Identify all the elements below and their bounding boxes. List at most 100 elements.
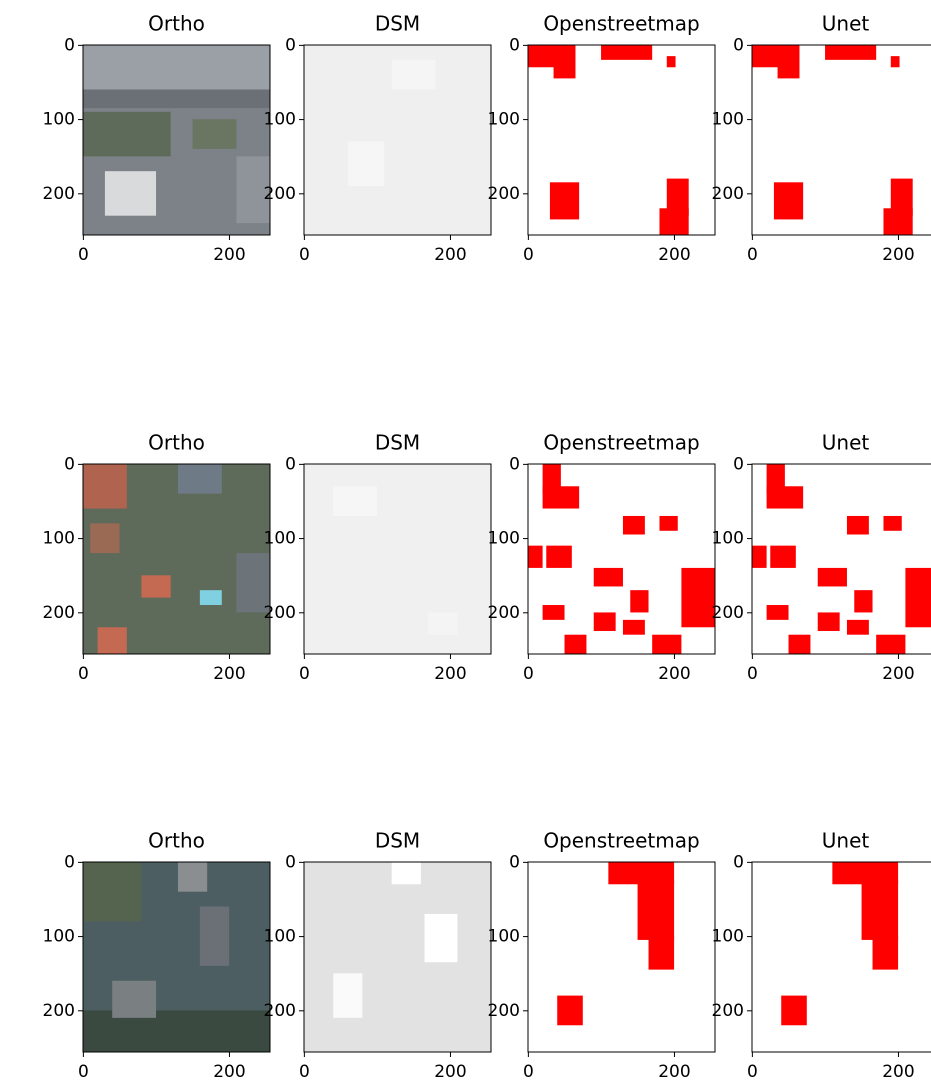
image — [528, 45, 715, 235]
x-tick-label: 200 — [658, 1062, 690, 1082]
x-tick-label: 0 — [299, 1062, 310, 1082]
image — [752, 464, 931, 654]
image-region — [304, 862, 491, 1052]
subplot-title: DSM — [375, 431, 420, 455]
x-tick-label: 0 — [523, 245, 534, 265]
y-tick-label: 200 — [488, 184, 520, 204]
image-region — [83, 1010, 270, 1052]
y-tick-label: 0 — [733, 852, 744, 872]
image-region — [565, 635, 587, 654]
image-region — [594, 568, 623, 587]
subplot-title: Unet — [822, 829, 870, 853]
subplot-title: Openstreetmap — [543, 12, 699, 36]
y-tick-label: 0 — [733, 454, 744, 474]
y-tick-label: 100 — [712, 110, 744, 130]
x-tick-label: 200 — [882, 245, 914, 265]
subplot-title: DSM — [375, 12, 420, 36]
image-region — [752, 862, 931, 1052]
x-tick-label: 0 — [78, 245, 89, 265]
image-region — [862, 881, 899, 940]
image — [304, 862, 491, 1052]
image-region — [333, 973, 362, 1018]
image-region — [83, 45, 270, 90]
image-region — [752, 546, 767, 568]
x-tick-label: 0 — [747, 245, 758, 265]
y-tick-label: 100 — [488, 110, 520, 130]
image-region — [883, 208, 912, 235]
image-region — [392, 862, 421, 884]
image-region — [83, 90, 270, 109]
image-region — [789, 635, 811, 654]
y-tick-label: 0 — [509, 454, 520, 474]
image-region — [891, 56, 900, 67]
y-tick-label: 100 — [43, 110, 75, 130]
image-region — [681, 568, 715, 627]
subplot: Openstreetmap 0 200 0 100 200 — [488, 431, 715, 685]
subplot: Unet02000100200 — [712, 431, 931, 685]
image-region — [876, 635, 905, 654]
y-tick-label: 100 — [488, 927, 520, 947]
image-region — [767, 486, 804, 508]
image — [304, 45, 491, 235]
image — [752, 45, 931, 235]
y-tick-label: 0 — [285, 852, 296, 872]
image-region — [83, 464, 127, 509]
image-region — [778, 45, 800, 78]
x-tick-label: 200 — [658, 245, 690, 265]
image-region — [178, 464, 222, 494]
y-tick-label: 100 — [488, 529, 520, 549]
subplot-title: Unet — [822, 12, 870, 36]
y-tick-label: 200 — [488, 603, 520, 623]
image-region — [543, 486, 580, 508]
y-tick-label: 0 — [285, 454, 296, 474]
y-tick-label: 0 — [733, 35, 744, 55]
image-region — [770, 546, 796, 568]
image-region — [652, 635, 681, 654]
y-tick-label: 100 — [712, 529, 744, 549]
image-region — [304, 464, 491, 654]
image-region — [141, 575, 170, 597]
subplot-title: Openstreetmap — [543, 431, 699, 455]
image-region — [623, 516, 645, 535]
image-region — [781, 996, 807, 1026]
x-tick-label: 200 — [434, 1062, 466, 1082]
image-region — [818, 568, 847, 587]
y-tick-label: 100 — [264, 927, 296, 947]
image — [528, 464, 715, 654]
image — [83, 862, 270, 1052]
image-region — [200, 907, 229, 966]
image-region — [767, 605, 789, 620]
x-tick-label: 0 — [523, 664, 534, 684]
image-region — [90, 523, 119, 553]
x-tick-label: 200 — [658, 664, 690, 684]
y-tick-label: 200 — [264, 603, 296, 623]
image-region — [667, 56, 676, 67]
x-tick-label: 0 — [78, 664, 89, 684]
image-region — [425, 914, 458, 962]
image-region — [854, 590, 872, 612]
image-region — [546, 546, 572, 568]
image-region — [200, 590, 222, 605]
image-region — [630, 590, 648, 612]
y-tick-label: 200 — [488, 1001, 520, 1021]
y-tick-label: 100 — [43, 529, 75, 549]
y-tick-label: 200 — [43, 1001, 75, 1021]
image-region — [98, 627, 127, 654]
image-region — [818, 612, 840, 631]
y-tick-label: 0 — [509, 852, 520, 872]
image-region — [638, 881, 675, 940]
subplot-title: Ortho — [148, 829, 205, 853]
subplot: DSM02000100200 — [264, 431, 491, 685]
image — [528, 862, 715, 1052]
image-region — [348, 141, 385, 186]
y-tick-label: 200 — [264, 1001, 296, 1021]
y-tick-label: 200 — [712, 603, 744, 623]
y-tick-label: 200 — [43, 603, 75, 623]
y-tick-label: 200 — [712, 1001, 744, 1021]
image-region — [557, 996, 583, 1026]
